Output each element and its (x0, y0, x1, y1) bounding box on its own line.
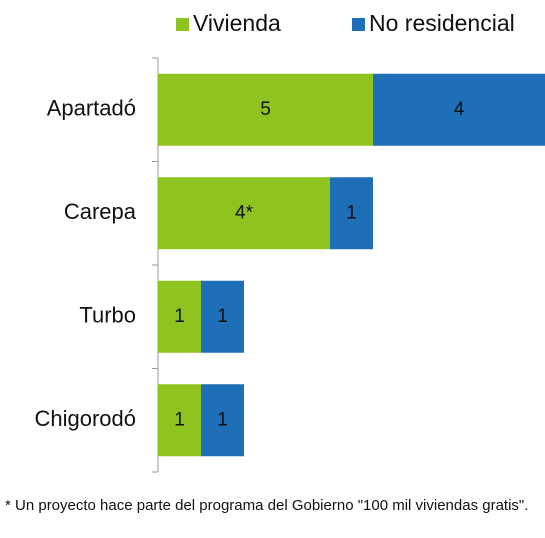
legend-label: Vivienda (193, 10, 281, 36)
category-label: Apartadó (47, 96, 136, 121)
bar-segment (201, 384, 244, 457)
bar-segment (373, 73, 545, 146)
data-label: 5 (260, 99, 271, 120)
bar-segment (158, 177, 330, 250)
data-label: 1 (217, 306, 228, 327)
bar-segment (330, 177, 373, 250)
category-label: Carepa (64, 199, 137, 224)
legend-swatch (352, 18, 365, 31)
bar-segment (158, 73, 373, 146)
legend-label: No residencial (369, 10, 515, 36)
chart: Vivienda No residencial Apartadó 5 4 Carepa 4*… (34, 10, 545, 473)
data-label: 1 (217, 409, 228, 430)
data-label: 1 (346, 202, 357, 223)
data-label: 4 (454, 99, 465, 120)
data-label: 1 (174, 409, 185, 430)
bar-segment (158, 384, 201, 457)
legend-swatch (176, 18, 189, 31)
data-label: 1 (174, 306, 185, 327)
footnote: * Un proyecto hace parte del programa de… (5, 497, 529, 514)
category-label: Turbo (79, 303, 136, 328)
bar-segment (201, 280, 244, 353)
bar-segment (158, 280, 201, 353)
category-label: Chigorodó (34, 406, 136, 431)
data-label: 4* (235, 202, 254, 223)
